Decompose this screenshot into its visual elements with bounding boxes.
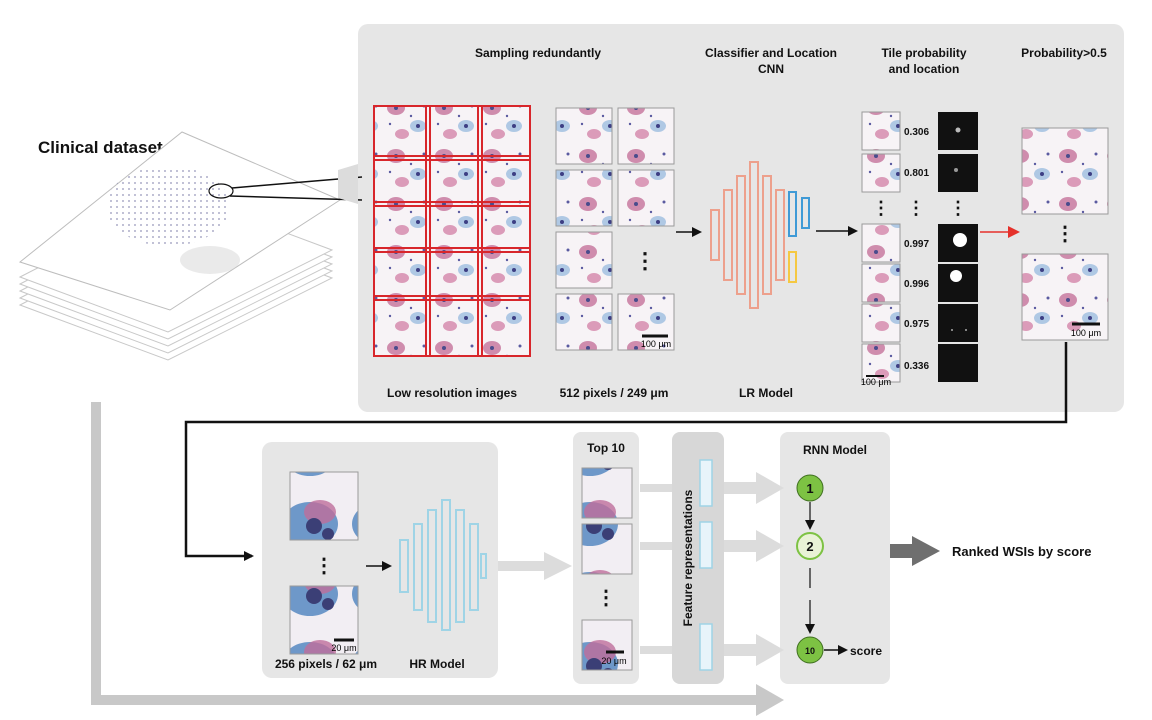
top10-to-features-arrows bbox=[640, 484, 672, 654]
zoom-tab bbox=[338, 164, 358, 204]
classifier-title-line2: CNN bbox=[758, 62, 784, 76]
hr-model-caption: HR Model bbox=[409, 657, 464, 671]
prob-values-ellipsis: ⋮ bbox=[907, 198, 925, 218]
sampling-title: Sampling redundantly bbox=[475, 46, 601, 60]
hr-ellipsis: ⋮ bbox=[314, 555, 334, 577]
selected-ellipsis: ⋮ bbox=[1055, 223, 1075, 245]
feature-vectors bbox=[699, 459, 713, 671]
scale-label-prob: 100 μm bbox=[861, 377, 891, 387]
prob-value: 0.306 bbox=[904, 127, 929, 138]
dataset-to-rnn-head bbox=[756, 684, 784, 716]
selected-tile-bottom bbox=[1021, 253, 1109, 341]
tile-prob-title-line1: Tile probability bbox=[881, 46, 966, 60]
prob-value: 0.336 bbox=[904, 361, 929, 372]
top10-tile bbox=[581, 523, 633, 575]
zoom-line-bottom bbox=[229, 195, 363, 201]
rnn-node-label: 2 bbox=[806, 539, 813, 554]
rnn-node-label: 1 bbox=[806, 481, 813, 496]
prob-value: 0.975 bbox=[904, 319, 929, 330]
slide-stack bbox=[18, 131, 342, 361]
selected-tile-top bbox=[1021, 127, 1109, 215]
classifier-title-line1: Classifier and Location bbox=[705, 46, 837, 60]
features-to-rnn-arrows bbox=[724, 472, 784, 666]
pixels-512-caption: 512 pixels / 249 μm bbox=[560, 386, 669, 400]
top10-tile bbox=[581, 467, 633, 519]
hr-cnn bbox=[399, 499, 487, 631]
tiles-ellipsis: ⋮ bbox=[634, 248, 656, 273]
output-arrow-body bbox=[890, 544, 914, 558]
prob-values: 0.306 0.801 0.997 0.996 0.975 0.336 bbox=[904, 127, 929, 372]
lr-cnn bbox=[710, 161, 810, 309]
tile-prob-title-line2: and location bbox=[889, 62, 960, 76]
prob-value: 0.801 bbox=[904, 168, 929, 179]
zoom-circle bbox=[208, 183, 234, 199]
scale-label-512: 100 μm bbox=[641, 339, 671, 349]
rnn-node bbox=[796, 636, 824, 664]
rnn-node bbox=[796, 532, 824, 560]
arrow-hr-to-top10-head bbox=[544, 552, 572, 580]
clinical-dataset-label: Clinical dataset bbox=[38, 138, 163, 157]
hr-tile-top bbox=[289, 471, 359, 541]
top10-tile bbox=[581, 619, 633, 671]
score-label: score bbox=[850, 644, 882, 658]
dataset-to-rnn-arrow bbox=[91, 402, 760, 705]
sampled-tiles bbox=[555, 107, 675, 351]
scale-label-top10: 20 μm bbox=[601, 656, 626, 666]
rnn-node bbox=[796, 474, 824, 502]
low-res-caption: Low resolution images bbox=[387, 386, 517, 400]
location-maps bbox=[938, 112, 978, 382]
hr-tile-bottom bbox=[289, 585, 359, 655]
connector-to-hr bbox=[184, 342, 1068, 561]
top10-title: Top 10 bbox=[587, 441, 625, 455]
pixels-256-caption: 256 pixels / 62 μm bbox=[275, 657, 377, 671]
low-res-panel bbox=[358, 24, 1124, 412]
prob-value: 0.997 bbox=[904, 239, 929, 250]
low-res-image bbox=[374, 106, 530, 356]
scale-label-selected: 100 μm bbox=[1071, 328, 1101, 338]
maps-ellipsis: ⋮ bbox=[949, 198, 967, 218]
prob-tiles-ellipsis: ⋮ bbox=[872, 198, 890, 218]
rnn-node-label: 10 bbox=[805, 646, 815, 656]
sampling-grid bbox=[373, 105, 531, 357]
rnn-title: RNN Model bbox=[803, 443, 867, 457]
probability-title: Probability>0.5 bbox=[1021, 46, 1107, 60]
feature-title: Feature representations bbox=[681, 489, 695, 626]
top10-ellipsis: ⋮ bbox=[596, 587, 616, 609]
feature-panel bbox=[672, 432, 724, 684]
lr-model-caption: LR Model bbox=[739, 386, 793, 400]
prob-value: 0.996 bbox=[904, 279, 929, 290]
ranked-label: Ranked WSIs by score bbox=[952, 544, 1091, 559]
output-arrow-head bbox=[912, 536, 940, 566]
scale-label-hr: 20 μm bbox=[331, 643, 356, 653]
